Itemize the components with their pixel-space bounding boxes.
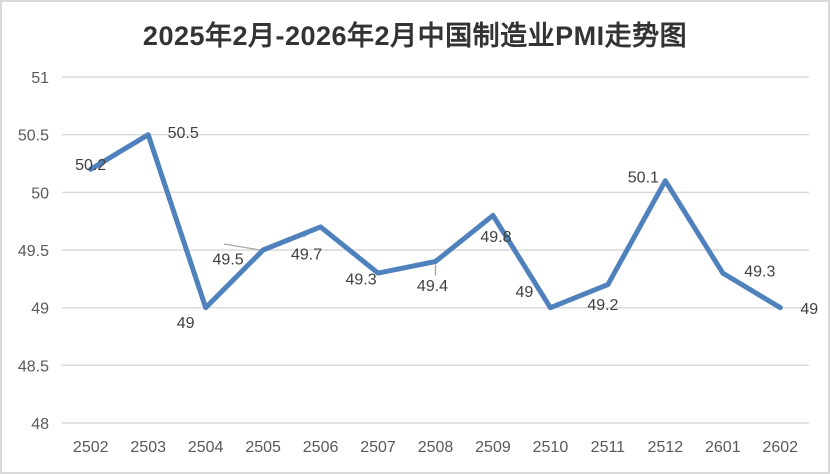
y-tick-label: 49.5	[18, 243, 49, 260]
x-tick-label: 2509	[475, 439, 511, 456]
data-label: 49	[800, 301, 818, 318]
data-label: 49.2	[587, 297, 618, 314]
data-label: 49.3	[345, 272, 376, 289]
y-tick-label: 48.5	[18, 358, 49, 375]
y-tick-label: 49	[31, 301, 49, 318]
y-tick-label: 48	[31, 416, 49, 433]
x-tick-label: 2511	[591, 439, 626, 456]
x-tick-label: 2601	[705, 439, 741, 456]
x-tick-label: 2508	[418, 439, 454, 456]
pmi-line-series	[88, 132, 783, 311]
x-tick-label: 2602	[762, 439, 798, 456]
data-label: 49.5	[213, 252, 244, 269]
data-label: 49.3	[744, 264, 775, 281]
x-tick-label: 2512	[648, 439, 684, 456]
y-tick-label: 51	[31, 70, 49, 87]
x-tick-label: 2510	[533, 439, 569, 456]
data-label: 49	[177, 315, 195, 332]
x-tick-label: 2507	[360, 439, 396, 456]
x-tick-label: 2505	[245, 439, 281, 456]
data-label: 50.2	[75, 157, 106, 174]
x-tick-label: 2504	[188, 439, 224, 456]
data-label: 49	[516, 284, 534, 301]
chart-title: 2025年2月-2026年2月中国制造业PMI走势图	[142, 21, 688, 51]
x-tick-label: 2502	[73, 439, 109, 456]
x-tick-label: 2506	[303, 439, 339, 456]
y-tick-label: 50.5	[18, 128, 49, 145]
data-label: 49.7	[291, 246, 322, 263]
data-label: 50.5	[168, 125, 199, 142]
data-label: 50.1	[628, 169, 659, 186]
label-leader-line	[224, 243, 261, 251]
x-tick-label: 2503	[130, 439, 166, 456]
data-label: 49.8	[480, 229, 511, 246]
y-tick-label: 50	[31, 185, 49, 202]
data-label: 49.4	[417, 278, 448, 295]
